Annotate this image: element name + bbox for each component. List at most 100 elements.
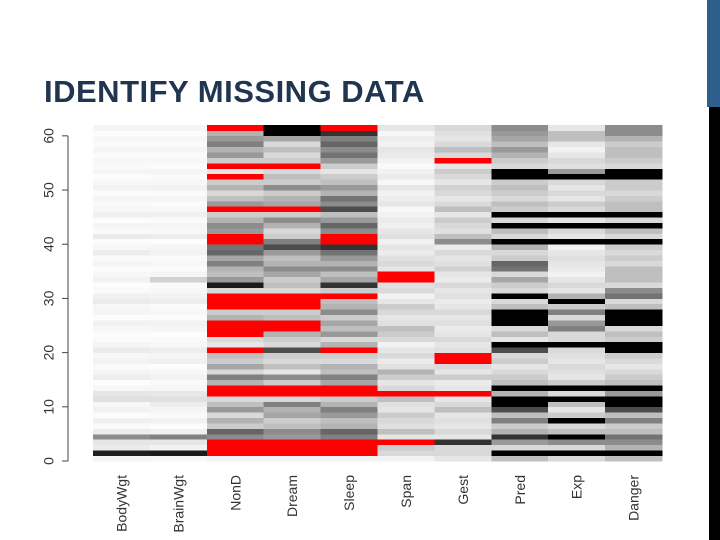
- heatmap-cell: [93, 135, 151, 142]
- heatmap-cell: [320, 130, 378, 137]
- heatmap-cell: [605, 412, 663, 419]
- x-tick-label: Pred: [512, 475, 528, 505]
- heatmap-cell: [93, 423, 151, 429]
- heatmap-cell: [149, 341, 208, 348]
- heatmap-cell: [93, 157, 151, 164]
- heatmap-cell: [149, 406, 208, 413]
- heatmap-column-danger: [605, 125, 663, 462]
- heatmap-cell: [434, 217, 492, 223]
- heatmap-cell: [434, 135, 492, 142]
- heatmap-cell: [149, 233, 208, 240]
- heatmap-cell: [605, 314, 663, 321]
- heatmap-cell: [263, 379, 321, 386]
- heatmap-cell: [548, 428, 606, 435]
- y-tick-label: 0: [41, 457, 57, 465]
- heatmap-cell: [320, 260, 378, 267]
- heatmap-cell: [548, 282, 606, 288]
- heatmap-cell: [491, 330, 549, 337]
- heatmap-cell: [605, 406, 663, 413]
- heatmap-cell: [434, 314, 492, 321]
- heatmap-cell: [491, 130, 549, 137]
- x-tick-label: NonD: [227, 475, 243, 511]
- heatmap-cell: [434, 423, 492, 429]
- heatmap-cell-missing: [263, 385, 321, 391]
- heatmap-cell: [149, 309, 208, 316]
- heatmap-cell: [434, 336, 492, 343]
- heatmap-cell: [149, 249, 208, 256]
- heatmap-cell: [548, 320, 606, 326]
- heatmap-cell: [491, 428, 549, 435]
- heatmap-cell: [548, 146, 606, 153]
- heatmap-cell: [263, 135, 321, 142]
- heatmap-cell: [548, 260, 606, 267]
- heatmap-cell: [93, 200, 151, 207]
- heatmap-cell: [434, 255, 492, 261]
- heatmap-cell: [377, 385, 435, 391]
- heatmap-cell: [206, 455, 265, 462]
- heatmap-cell: [434, 184, 492, 191]
- heatmap-cell: [93, 433, 151, 440]
- heatmap-cell: [434, 379, 492, 386]
- heatmap-cell: [206, 195, 265, 202]
- heatmap-cell: [491, 222, 549, 229]
- heatmap-cell: [263, 244, 321, 251]
- heatmap-cell: [605, 233, 663, 240]
- heatmap-cell: [548, 217, 606, 223]
- heatmap-cell: [605, 385, 663, 391]
- heatmap-cell: [605, 157, 663, 164]
- heatmap-cell: [377, 358, 435, 364]
- heatmap-cell: [93, 325, 151, 332]
- heatmap-cell-missing: [263, 298, 321, 305]
- heatmap-cell: [263, 200, 321, 207]
- heatmap-cell: [206, 401, 265, 408]
- heatmap-cell-missing: [206, 233, 265, 240]
- heatmap-cell-missing: [320, 390, 378, 397]
- heatmap-cell: [93, 352, 151, 359]
- heatmap-cell: [605, 368, 663, 375]
- heatmap-cell: [548, 309, 606, 316]
- heatmap-cell: [548, 368, 606, 375]
- heatmap-cell: [605, 347, 663, 354]
- heatmap-cell: [320, 190, 378, 196]
- heatmap-cell: [377, 444, 435, 451]
- heatmap-cell: [548, 168, 606, 175]
- heatmap-cell: [491, 146, 549, 153]
- y-tick-label: 60: [41, 128, 57, 144]
- heatmap-cell: [377, 249, 435, 256]
- heatmap-cell: [605, 141, 663, 148]
- heatmap-cell: [377, 433, 435, 440]
- heatmap-cell: [320, 157, 378, 164]
- heatmap-cell: [320, 325, 378, 332]
- heatmap-cell: [548, 211, 606, 218]
- heatmap-cell: [149, 141, 208, 148]
- heatmap-cell: [377, 184, 435, 191]
- heatmap-cell: [548, 358, 606, 364]
- heatmap-cell: [263, 125, 321, 131]
- heatmap-cell: [434, 200, 492, 207]
- heatmap-cell: [491, 265, 549, 272]
- heatmap-cell-missing: [263, 293, 321, 299]
- heatmap-cell: [93, 390, 151, 397]
- heatmap-cell: [605, 293, 663, 299]
- heatmap-cell: [491, 379, 549, 386]
- heatmap-cell: [320, 320, 378, 326]
- heatmap-cell: [605, 401, 663, 408]
- heatmap-cell: [320, 363, 378, 370]
- heatmap-cell: [263, 227, 321, 234]
- heatmap-cell-missing: [206, 347, 265, 354]
- heatmap-cell: [548, 265, 606, 272]
- heatmap-cell: [320, 168, 378, 175]
- heatmap-cell: [605, 358, 663, 364]
- heatmap-cell: [263, 211, 321, 218]
- heatmap-cell: [605, 184, 663, 191]
- heatmap-cell: [491, 368, 549, 375]
- heatmap-cell: [206, 282, 265, 288]
- heatmap-cell: [149, 222, 208, 229]
- heatmap-cell: [93, 314, 151, 321]
- heatmap-cell: [434, 385, 492, 391]
- heatmap-cell: [149, 428, 208, 435]
- heatmap-cell: [605, 379, 663, 386]
- heatmap-cell: [149, 433, 208, 440]
- heatmap-cell: [320, 336, 378, 343]
- heatmap-cell: [605, 417, 663, 424]
